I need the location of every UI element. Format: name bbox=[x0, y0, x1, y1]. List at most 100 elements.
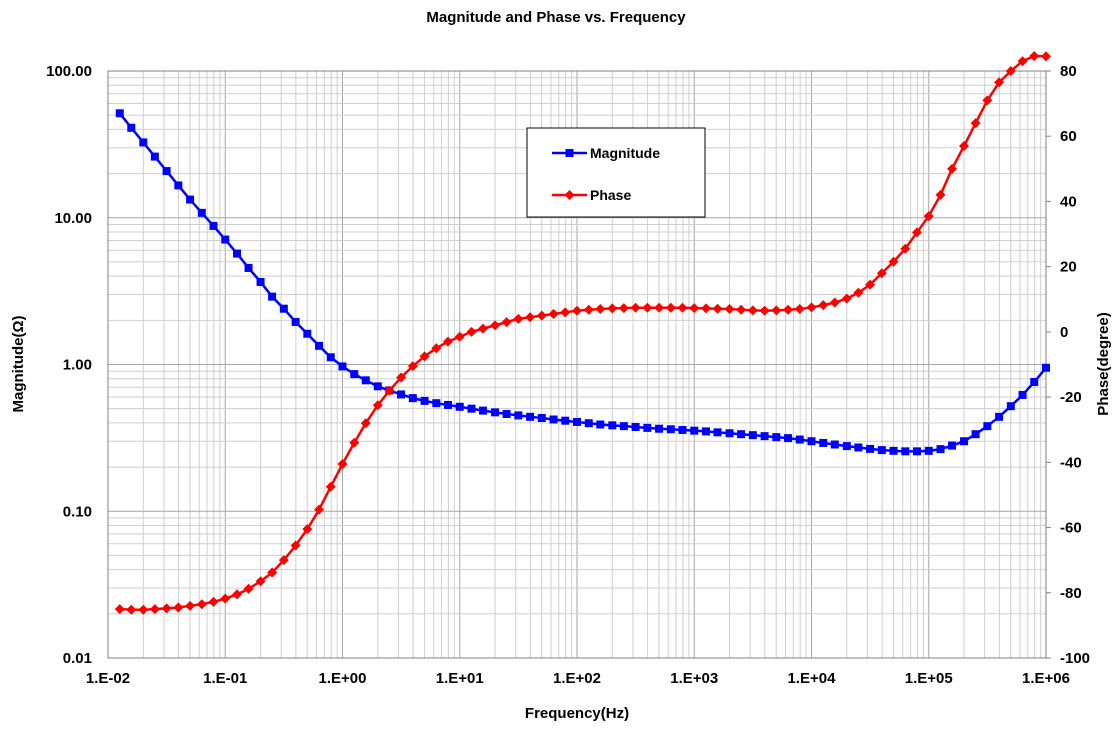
data-point bbox=[337, 458, 348, 469]
data-point bbox=[724, 304, 735, 315]
data-point bbox=[912, 227, 923, 238]
data-point bbox=[420, 396, 429, 405]
data-point bbox=[561, 416, 570, 425]
data-point bbox=[360, 418, 371, 429]
data-point bbox=[127, 123, 136, 132]
legend-phase-marker bbox=[564, 190, 575, 200]
chart-title: Magnitude and Phase vs. Frequency bbox=[426, 9, 686, 26]
data-point bbox=[1030, 377, 1039, 386]
data-point bbox=[256, 277, 265, 286]
data-point bbox=[690, 426, 699, 435]
data-point bbox=[702, 427, 711, 436]
data-point bbox=[126, 604, 137, 615]
data-point bbox=[1042, 363, 1050, 372]
data-point bbox=[138, 604, 149, 615]
data-point bbox=[630, 302, 641, 313]
data-point bbox=[419, 351, 430, 362]
x-tick-label: 1.E-02 bbox=[86, 670, 130, 687]
y-right-tick-label: 20 bbox=[1060, 259, 1077, 276]
data-point bbox=[595, 304, 606, 315]
data-point bbox=[643, 423, 652, 432]
y-right-tick-label: -20 bbox=[1060, 389, 1082, 406]
x-tick-label: 1.E+05 bbox=[905, 670, 953, 687]
data-point bbox=[995, 412, 1004, 421]
data-point bbox=[642, 302, 653, 313]
y-axis-left-label: Magnitude(Ω) bbox=[10, 315, 27, 412]
data-point bbox=[877, 446, 886, 455]
data-point bbox=[315, 341, 324, 350]
data-point bbox=[560, 307, 571, 318]
data-point bbox=[771, 305, 782, 316]
y-right-tick-label: 0 bbox=[1060, 324, 1068, 341]
data-point bbox=[737, 430, 746, 439]
data-point bbox=[584, 419, 593, 428]
y-left-tick-label: 0.10 bbox=[63, 503, 92, 520]
data-point bbox=[947, 163, 958, 174]
data-point bbox=[725, 429, 734, 438]
data-point bbox=[491, 408, 500, 417]
data-point bbox=[466, 326, 477, 337]
data-point bbox=[455, 402, 464, 411]
data-point bbox=[267, 567, 278, 578]
data-point bbox=[209, 221, 218, 230]
data-point bbox=[232, 589, 243, 600]
data-point bbox=[607, 303, 618, 314]
data-point bbox=[338, 362, 347, 371]
data-point bbox=[982, 95, 993, 106]
data-point bbox=[349, 437, 360, 448]
data-point bbox=[162, 167, 171, 176]
data-point bbox=[490, 320, 501, 331]
x-tick-label: 1.E+01 bbox=[436, 670, 484, 687]
data-point bbox=[548, 308, 559, 319]
data-point bbox=[373, 382, 382, 391]
data-point bbox=[666, 425, 675, 434]
data-point bbox=[173, 602, 184, 613]
y-left-tick-label: 0.01 bbox=[63, 650, 92, 667]
data-point bbox=[397, 390, 406, 399]
data-point bbox=[302, 524, 313, 535]
data-point bbox=[829, 297, 840, 308]
data-point bbox=[948, 441, 957, 450]
data-point bbox=[396, 372, 407, 383]
data-point bbox=[760, 432, 769, 441]
y-right-tick-label: 40 bbox=[1060, 193, 1077, 210]
data-point bbox=[221, 235, 230, 244]
data-point bbox=[994, 77, 1005, 88]
data-point bbox=[197, 208, 206, 217]
data-point bbox=[290, 540, 301, 551]
data-point bbox=[901, 447, 910, 456]
data-point bbox=[748, 431, 757, 440]
data-point bbox=[501, 317, 512, 328]
data-point bbox=[326, 353, 335, 362]
data-point bbox=[983, 422, 992, 431]
data-point bbox=[689, 303, 700, 314]
data-point bbox=[478, 323, 489, 334]
data-point bbox=[818, 300, 829, 311]
data-point bbox=[161, 603, 172, 614]
data-point bbox=[865, 279, 876, 290]
data-point bbox=[186, 195, 195, 204]
data-point bbox=[970, 118, 981, 129]
data-point bbox=[149, 604, 160, 615]
y-right-tick-label: -40 bbox=[1060, 454, 1082, 471]
data-point bbox=[537, 413, 546, 422]
data-point bbox=[479, 406, 488, 415]
data-point bbox=[233, 249, 242, 258]
data-point bbox=[876, 268, 887, 279]
y-axis-right-label: Phase(degree) bbox=[1095, 312, 1112, 415]
data-point bbox=[888, 256, 899, 267]
data-point bbox=[467, 404, 476, 413]
data-point bbox=[936, 445, 945, 454]
data-point bbox=[583, 304, 594, 315]
data-point bbox=[783, 304, 794, 315]
data-point bbox=[243, 583, 254, 594]
x-axis-label: Frequency(Hz) bbox=[525, 705, 629, 722]
data-point bbox=[806, 302, 817, 313]
data-point bbox=[866, 444, 875, 453]
data-point bbox=[701, 303, 712, 314]
data-point bbox=[959, 141, 970, 152]
data-point bbox=[712, 303, 723, 314]
data-point bbox=[935, 189, 946, 200]
